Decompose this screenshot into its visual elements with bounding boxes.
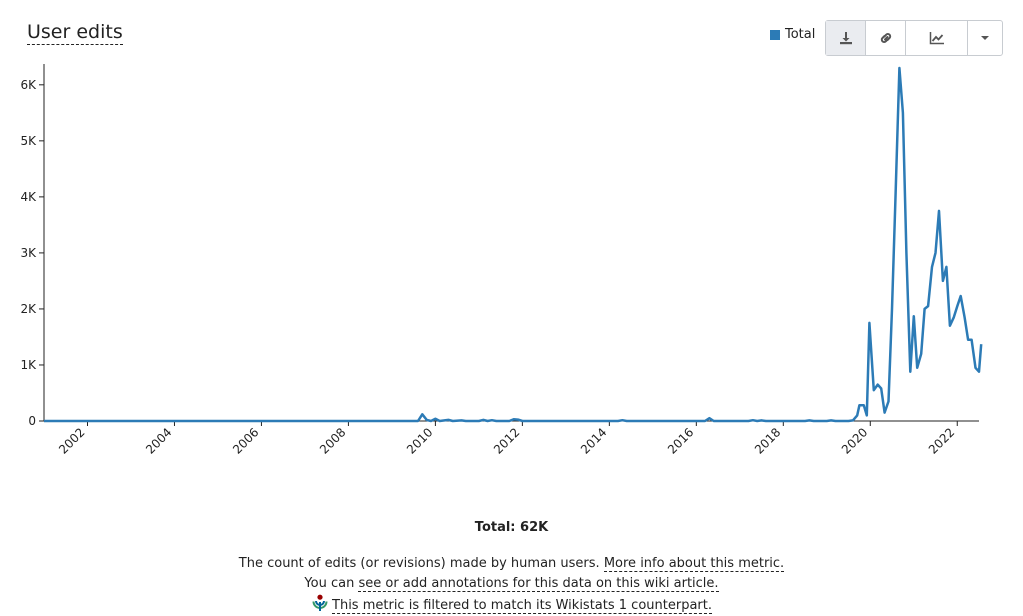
- x-axis: 2002 2004 2006 2008 2010 2012 2014 2016 2018 2020…: [44, 420, 979, 457]
- line-chart-icon: [929, 32, 944, 45]
- wikimedia-logo-icon: [312, 594, 328, 611]
- annotations-prefix: You can: [304, 576, 355, 591]
- y-tick-label: 2K: [20, 302, 37, 316]
- x-tick-label: 2006: [230, 425, 261, 456]
- series-line-total: [44, 66, 983, 423]
- description-line-2: You can see or add annotations for this …: [0, 574, 1023, 594]
- caret-down-icon: [981, 36, 989, 40]
- y-tick-label: 0: [28, 414, 36, 428]
- x-tick-label: 2008: [317, 425, 348, 456]
- description-line-3: This metric is filtered to match its Wik…: [0, 594, 1023, 616]
- legend-label: Total: [785, 27, 816, 42]
- link-button[interactable]: [866, 21, 906, 55]
- download-icon: [839, 32, 852, 45]
- chart-type-button[interactable]: [906, 21, 968, 55]
- x-tick-label: 2012: [491, 425, 522, 456]
- y-tick-label: 3K: [20, 246, 37, 260]
- description-line-1: The count of edits (or revisions) made b…: [0, 554, 1023, 574]
- annotations-link[interactable]: see or add annotations for this data on …: [358, 576, 719, 592]
- metric-description: The count of edits (or revisions) made b…: [0, 554, 1023, 616]
- y-tick-label: 5K: [20, 134, 37, 148]
- chart-title[interactable]: User edits: [27, 21, 123, 45]
- legend-swatch: [770, 29, 780, 40]
- y-axis: 0 1K 2K 3K 4K 5K 6K: [20, 64, 45, 428]
- series-layer: [44, 66, 983, 423]
- more-options-button[interactable]: [968, 21, 1002, 55]
- total-summary: Total: 62K: [474, 520, 549, 535]
- x-tick-label: 2022: [926, 425, 957, 456]
- wikistats-filter-link[interactable]: This metric is filtered to match its Wik…: [332, 598, 712, 614]
- x-tick-label: 2016: [665, 425, 696, 456]
- y-tick-label: 4K: [20, 190, 37, 204]
- legend: Total: [770, 27, 815, 42]
- x-tick-label: 2020: [839, 425, 870, 456]
- x-tick-label: 2010: [404, 425, 435, 456]
- more-info-link[interactable]: More info about this metric.: [603, 556, 785, 572]
- download-button[interactable]: [826, 21, 866, 55]
- y-tick-label: 1K: [20, 358, 37, 372]
- x-tick-label: 2002: [56, 425, 87, 456]
- description-text: The count of edits (or revisions) made b…: [238, 556, 600, 571]
- x-tick-label: 2004: [143, 425, 174, 456]
- x-tick-label: 2014: [578, 425, 609, 456]
- x-tick-label: 2018: [752, 425, 783, 456]
- y-tick-label: 6K: [20, 78, 37, 92]
- link-icon: [880, 33, 891, 43]
- chart-toolbar: [825, 20, 1003, 56]
